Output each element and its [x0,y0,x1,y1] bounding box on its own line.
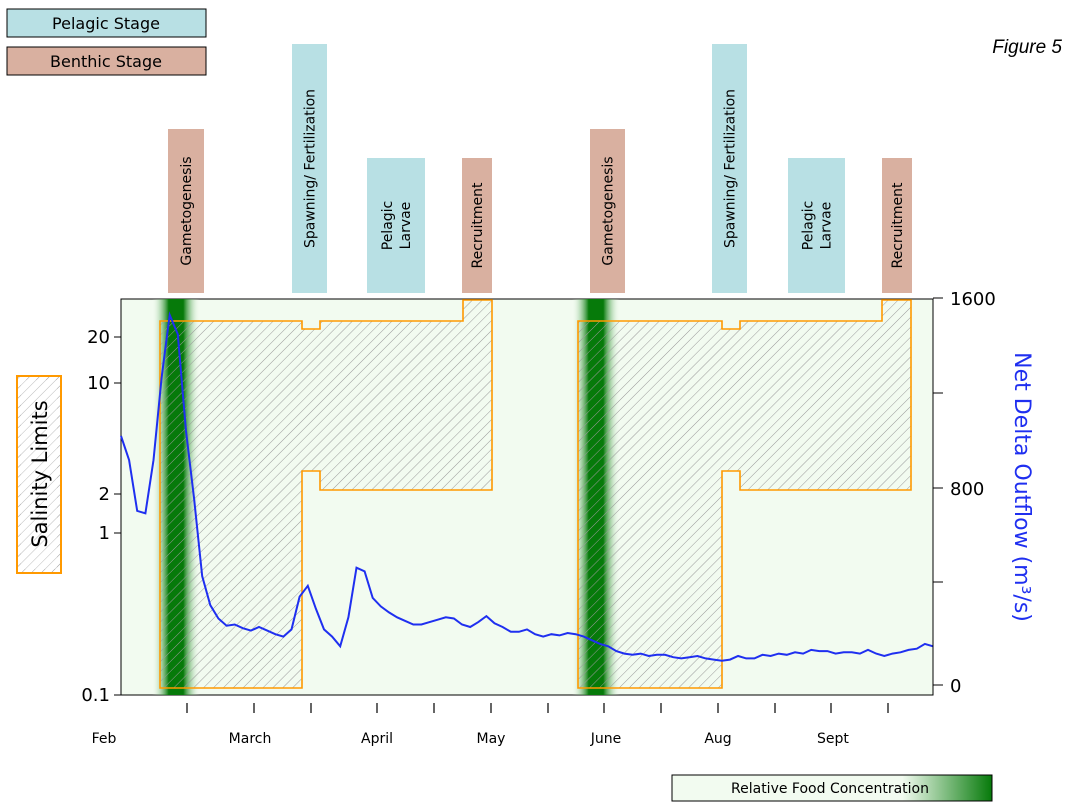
ylabel-right: Net Delta Outflow (m³/s) [1009,352,1034,622]
stage-box-gametogenesis-2: Gametogenesis [590,129,625,293]
stage-box-pelagic-larvae-1: Pelagic Larvae [367,158,425,293]
x-tick-label: Aug [704,731,731,747]
salinity-legend: Salinity Limits [16,375,62,574]
bottom-axis: Feb March April May June Aug Sept [92,703,889,747]
x-tick-label: April [361,731,393,747]
right-tick-label: 1600 [950,289,996,310]
x-tick-label: May [477,731,506,747]
legend-benthic: Benthic Stage [6,46,207,76]
stage-boxes: Gametogenesis Spawning/ Fertilization Pela… [168,44,912,293]
stage-box-label: Gametogenesis [179,156,195,265]
left-tick-label: 0.1 [81,685,110,706]
legend-pelagic: Pelagic Stage [6,8,207,38]
right-tick-label: 0 [950,676,961,697]
food-legend: Relative Food Concentration [671,774,993,802]
stage-box-label: Spawning/ Fertilization [723,89,739,248]
left-tick-label: 10 [87,373,110,394]
stage-box-label: Larvae [819,202,835,250]
right-tick-label: 800 [950,479,984,500]
right-axis: 0 800 1600 [932,289,996,697]
left-tick-label: 20 [87,327,110,348]
figure-label: Figure 5 [992,37,1062,58]
stage-box-recruitment-2: Recruitment [882,158,912,293]
stage-box-gametogenesis-1: Gametogenesis [168,129,204,293]
x-tick-label: Feb [92,731,117,747]
x-tick-label: Sept [817,731,849,747]
left-tick-label: 2 [99,484,110,505]
salinity-envelope-2 [577,299,912,689]
x-tick-label: June [590,731,622,747]
legend-pelagic-label: Pelagic Stage [52,14,160,33]
stage-box-label: Gametogenesis [601,156,617,265]
stage-box-spawning-fertilization-1: Spawning/ Fertilization [292,44,327,293]
stage-box-pelagic-larvae-2: Pelagic Larvae [788,158,845,293]
x-tick-label: March [229,731,272,747]
left-axis: 0.1 1 2 10 20 [81,327,121,706]
stage-box-label: Spawning/ Fertilization [303,89,319,248]
stage-box-label: Recruitment [470,182,486,269]
stage-box-label: Recruitment [890,182,906,269]
legend-benthic-label: Benthic Stage [50,52,162,71]
stage-box-recruitment-1: Recruitment [462,158,492,293]
stage-box-label: Larvae [398,202,414,250]
stage-box-label: Pelagic [380,201,396,251]
stage-box-label: Pelagic [801,201,817,251]
ylabel-left: Salinity Limits [28,400,52,547]
food-legend-label: Relative Food Concentration [731,781,929,797]
salinity-envelope-1 [159,299,493,689]
stage-box-spawning-fertilization-2: Spawning/ Fertilization [712,44,747,293]
left-tick-label: 1 [99,523,110,544]
flow-line [120,311,934,662]
